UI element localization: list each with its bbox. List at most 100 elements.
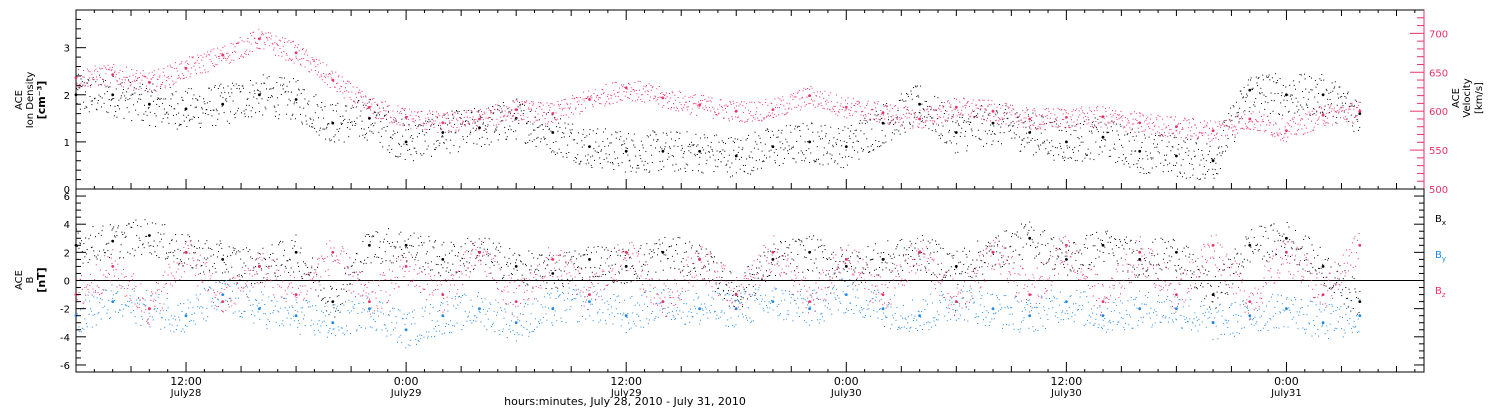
top-series-0-sample <box>550 131 551 132</box>
bottom-series-Bx-sample <box>338 310 339 311</box>
top-series-0-sample <box>358 100 359 101</box>
bottom-series-Bx-sample <box>121 232 122 233</box>
top-series-1-sample <box>756 111 757 112</box>
top-series-1-sample <box>1039 114 1040 115</box>
top-series-0-sample <box>1096 127 1097 128</box>
top-series-1-sample <box>415 120 416 121</box>
top-series-0-sample <box>972 135 973 136</box>
top-series-0-sample <box>290 100 291 101</box>
top-series-1-sample <box>742 121 743 122</box>
bottom-series-Bx-sample <box>495 249 496 250</box>
top-series-0-sample <box>738 152 739 153</box>
bottom-series-Bx-sample <box>603 280 604 281</box>
top-series-0-sample <box>751 170 752 171</box>
top-series-0-sample <box>666 133 667 134</box>
bottom-series-Bx-sample <box>294 245 295 246</box>
top-series-1-sample <box>953 117 954 118</box>
top-series-1-sample <box>333 81 334 82</box>
top-series-1-sample <box>635 82 636 83</box>
top-series-1-sample <box>696 115 697 116</box>
top-series-1-sample <box>313 61 314 62</box>
top-series-1-sample <box>189 56 190 57</box>
top-series-0-sample <box>911 94 912 95</box>
bottom-series-Bx-sample <box>575 251 576 252</box>
top-series-1-sample <box>287 55 288 56</box>
bottom-series-Bx-sample <box>225 272 226 273</box>
top-series-0-sample <box>750 174 751 175</box>
top-series-1-sample <box>436 111 437 112</box>
top-series-0-sample <box>440 128 441 129</box>
top-series-0-sample <box>533 130 534 131</box>
top-series-1-sample <box>281 56 282 57</box>
top-series-1-sample <box>1102 106 1103 107</box>
bottom-series-Bx-sample <box>372 236 373 237</box>
top-series-0-sample <box>955 152 956 153</box>
top-series-1-sample <box>428 122 429 123</box>
top-series-1-sample <box>360 96 361 97</box>
top-series-1-sample <box>658 97 659 98</box>
top-series-0-sample <box>591 165 592 166</box>
top-series-1-sample <box>298 44 299 45</box>
bottom-series-Bx-sample <box>745 272 746 273</box>
top-series-0-sample <box>986 143 987 144</box>
top-series-0-sample <box>127 99 128 100</box>
top-series-0-sample <box>966 122 967 123</box>
top-series-0-sample <box>161 98 162 99</box>
top-series-0-sample <box>328 123 329 124</box>
top-series-1-sample <box>165 85 166 86</box>
bottom-series-Bx-sample <box>457 272 458 273</box>
bottom-series-Bx-sample <box>437 256 438 257</box>
top-series-0-sample <box>201 123 202 124</box>
top-series-0-sample <box>181 124 182 125</box>
top-series-0-sample <box>221 92 222 93</box>
top-series-1-sample <box>89 77 90 78</box>
top-series-1-sample <box>159 75 160 76</box>
top-series-1-sample <box>283 46 284 47</box>
top-series-1-sample <box>632 100 633 101</box>
top-series-1-sample <box>280 48 281 49</box>
top-series-0-sample <box>1000 127 1001 128</box>
top-series-1-sample <box>865 114 866 115</box>
top-series-0-sample <box>403 144 404 145</box>
top-series-1-sample <box>174 83 175 84</box>
bottom-series-Bx-sample <box>669 246 670 247</box>
top-series-1-sample <box>1307 114 1308 115</box>
top-series-1-sample <box>1087 113 1088 114</box>
top-series-0-sample <box>401 119 402 120</box>
top-series-1-sample <box>1250 129 1251 130</box>
bottom-series-Bx-sample <box>397 241 398 242</box>
top-series-0-sample <box>875 114 876 115</box>
top-series-0-sample <box>690 152 691 153</box>
top-series-0-sample <box>943 106 944 107</box>
top-series-0-sample <box>1155 135 1156 136</box>
top-series-1-sample <box>663 105 664 106</box>
top-series-0-sample <box>466 142 467 143</box>
top-series-0-sample <box>323 129 324 130</box>
top-series-0-sample <box>1297 111 1298 112</box>
bottom-series-Bx-sample <box>289 259 290 260</box>
top-series-0-sample <box>711 142 712 143</box>
top-series-0-sample <box>1160 163 1161 164</box>
top-series-1-sample <box>254 38 255 39</box>
top-series-1-sample <box>712 107 713 108</box>
top-series-0-sample <box>1221 155 1222 156</box>
top-series-1-sample <box>1270 122 1271 123</box>
top-series-1-sample <box>615 96 616 97</box>
top-series-0-sample <box>825 125 826 126</box>
bottom-series-Bx-sample <box>651 251 652 252</box>
top-series-0-sample <box>153 101 154 102</box>
top-series-1-sample <box>194 66 195 67</box>
top-series-1-sample <box>697 105 698 106</box>
top-series-1-sample <box>1257 121 1258 122</box>
top-series-1-sample <box>1188 127 1189 128</box>
top-series-1-sample <box>1344 119 1345 120</box>
top-series-0-sample <box>704 134 705 135</box>
top-series-0-sample <box>784 158 785 159</box>
top-series-1-sample <box>382 102 383 103</box>
bottom-series-Bx-sample <box>655 243 656 244</box>
top-series-0-sample <box>1042 143 1043 144</box>
top-series-1-sample <box>1215 122 1216 123</box>
bottom-series-Bx-sample <box>574 263 575 264</box>
top-series-0-sample <box>1024 146 1025 147</box>
top-series-0-sample <box>1249 107 1250 108</box>
